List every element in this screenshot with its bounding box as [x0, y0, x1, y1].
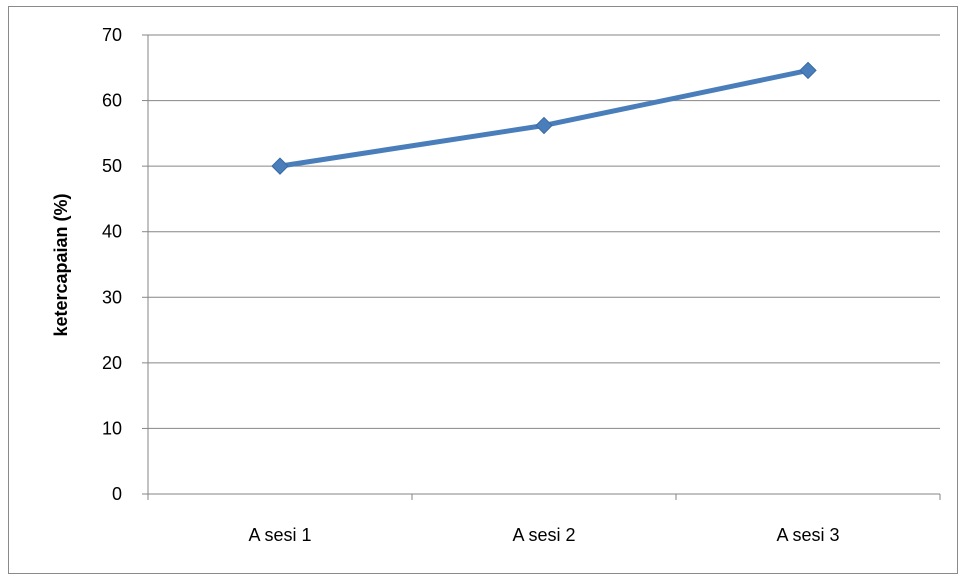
- y-tick-label: 20: [102, 353, 122, 373]
- y-tick-labels: 0 10 20 30 40 50 60 70: [102, 25, 122, 504]
- y-tick-label: 50: [102, 156, 122, 176]
- x-tick-labels: A sesi 1 A sesi 2 A sesi 3: [248, 525, 839, 545]
- y-tick-label: 30: [102, 287, 122, 307]
- series-group: [271, 61, 817, 175]
- x-tick-label: A sesi 1: [248, 525, 311, 545]
- data-point-marker: [535, 116, 553, 135]
- y-tick-label: 0: [112, 484, 122, 504]
- y-tick-label: 60: [102, 91, 122, 111]
- x-tick-label: A sesi 2: [512, 525, 575, 545]
- data-point-marker: [271, 157, 289, 175]
- gridlines: [142, 34, 940, 495]
- y-tick-label: 70: [102, 25, 122, 45]
- axes: [147, 35, 941, 500]
- data-point-marker: [799, 61, 817, 80]
- y-axis-label: ketercapaian (%): [51, 193, 71, 336]
- x-tick-label: A sesi 3: [776, 525, 839, 545]
- y-tick-label: 10: [102, 418, 122, 438]
- y-tick-label: 40: [102, 222, 122, 242]
